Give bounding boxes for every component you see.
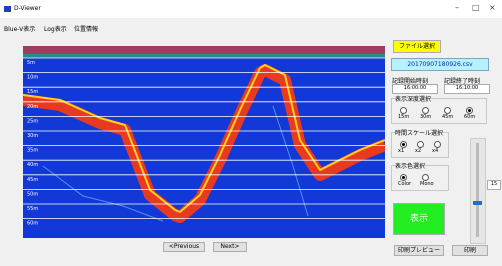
app-icon	[4, 6, 11, 12]
show-button[interactable]: 表示	[393, 203, 445, 235]
depth-label: 25m	[27, 118, 38, 124]
depth-label: 30m	[27, 133, 38, 139]
surface-clutter	[23, 46, 385, 54]
radio-label: 30m	[420, 114, 431, 120]
slider-thumb[interactable]	[473, 201, 482, 205]
previous-button[interactable]: <Previous	[163, 242, 205, 252]
depth-label: 10m	[27, 75, 38, 81]
radio-button[interactable]	[400, 141, 407, 148]
radio-button[interactable]	[417, 141, 424, 148]
radio-button[interactable]	[466, 107, 473, 114]
depth-label: 5m	[27, 60, 35, 66]
radio-label: x2	[415, 148, 421, 154]
next-button[interactable]: Next>	[213, 242, 247, 252]
depth-label: 50m	[27, 191, 38, 197]
radio-button[interactable]	[400, 107, 407, 114]
start-value: 16:00:00	[392, 84, 438, 94]
echogram: 5m 10m 15m 20m 25m 30m 35m 40m 45m 50m 55m 60m	[23, 46, 385, 238]
depth-label: 55m	[27, 206, 38, 212]
slider-track	[476, 143, 479, 237]
menu-item[interactable]: Log表示	[44, 24, 67, 33]
depth-label: 15m	[27, 89, 38, 95]
radio-button[interactable]	[434, 141, 441, 148]
file-button[interactable]: ファイル選択	[393, 40, 441, 53]
print-button[interactable]: 印刷	[452, 245, 488, 256]
menu-bar: Blue-V表示 Log表示 位置情報	[0, 22, 502, 33]
group-title: 時間スケール選択	[395, 128, 443, 137]
radio-button[interactable]	[422, 174, 429, 181]
depth-label: 20m	[27, 104, 38, 110]
radio-label: x1	[398, 148, 404, 154]
slider[interactable]	[470, 138, 486, 244]
maximize[interactable]: □	[472, 3, 480, 12]
minimize[interactable]: –	[455, 3, 459, 12]
surface-clutter	[23, 54, 385, 58]
window: D-Viewer – □ × Blue-V表示 Log表示 位置情報 5m 10m…	[0, 0, 502, 266]
radio-label: 45m	[442, 114, 453, 120]
radio-button[interactable]	[400, 174, 407, 181]
slider-value: 15	[487, 180, 501, 190]
window-title: D-Viewer	[14, 5, 41, 12]
preview-button[interactable]: 印刷プレビュー	[394, 245, 444, 256]
menu-item[interactable]: 位置情報	[74, 24, 98, 33]
radio-label: x4	[432, 148, 438, 154]
echogram-background	[23, 46, 385, 238]
group-title: 表示深度選択	[395, 94, 431, 103]
radio-label: Color	[398, 181, 411, 187]
radio-label: 60m	[464, 114, 475, 120]
menu-item[interactable]: Blue-V表示	[4, 24, 35, 33]
group-title: 表示色選択	[395, 161, 425, 170]
file-name: 20170907180926.csv	[391, 58, 489, 71]
end-value: 16:10:00	[444, 84, 490, 94]
depth-label: 60m	[27, 221, 38, 227]
close[interactable]: ×	[489, 3, 496, 12]
depth-label: 45m	[27, 177, 38, 183]
radio-label: Mono	[420, 181, 434, 187]
depth-label: 35m	[27, 148, 38, 154]
radio-button[interactable]	[422, 107, 429, 114]
radio-button[interactable]	[444, 107, 451, 114]
radio-label: 15m	[398, 114, 409, 120]
depth-label: 40m	[27, 162, 38, 168]
title-bar: D-Viewer – □ ×	[0, 0, 502, 18]
